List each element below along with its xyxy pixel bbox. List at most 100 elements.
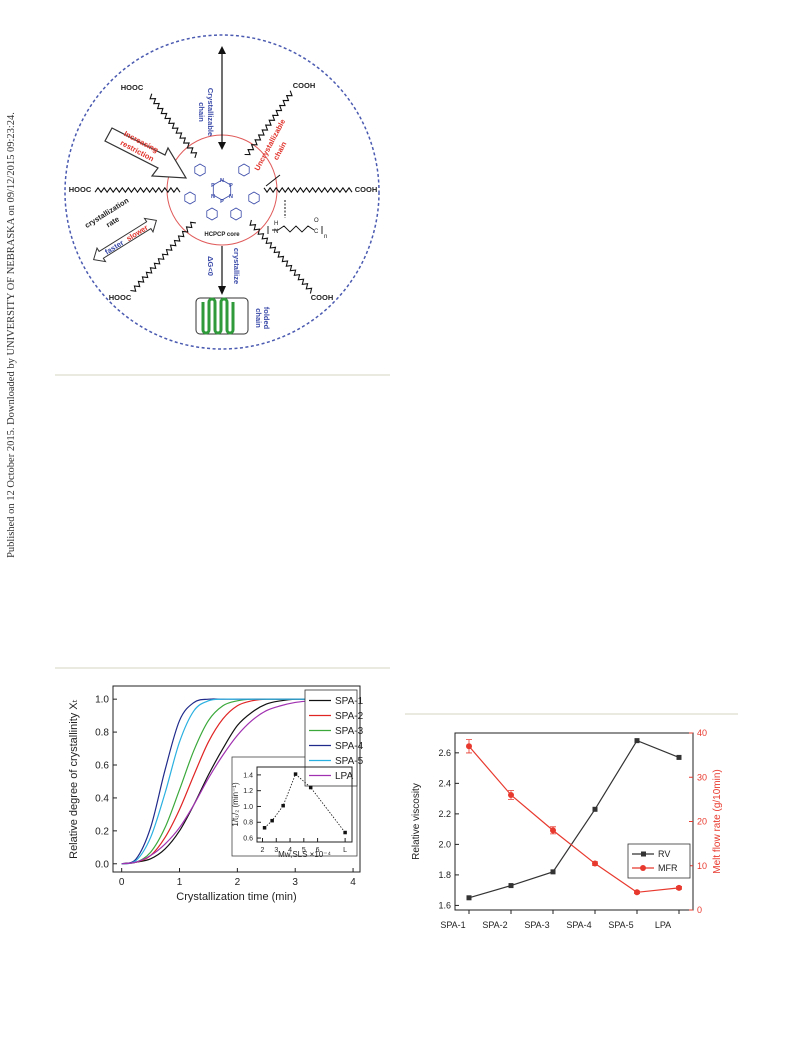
data-point <box>634 889 640 896</box>
data-point <box>508 791 514 798</box>
y-tick-label: 2.0 <box>438 840 451 850</box>
chart: 0 1 2 3 4 0.0 0.2 0.4 0.6 0.8 1.0 Crystallization t… <box>68 685 364 903</box>
x-tick-label: SPA-1 <box>440 920 465 930</box>
data-point <box>281 803 285 808</box>
series-line <box>468 745 680 893</box>
legend-label: SPA-2 <box>335 711 364 722</box>
end-group: COOH <box>355 185 378 194</box>
data-point <box>466 743 472 750</box>
data-point <box>550 827 556 834</box>
atom: N <box>229 194 233 200</box>
y-tick-label: 0.6 <box>95 761 109 772</box>
y2-tick-label: 40 <box>697 728 707 738</box>
end-group: HOOC <box>121 83 144 92</box>
y-tick-label: 1.6 <box>438 901 451 911</box>
x-tick-label: 4 <box>350 877 356 888</box>
y2-tick-label: 10 <box>697 861 707 871</box>
outer-boundary <box>64 34 380 350</box>
double-arrow <box>92 217 158 263</box>
y2-tick-label: 30 <box>697 772 707 782</box>
x-tick-label: LPA <box>655 920 671 930</box>
series-line <box>468 739 680 899</box>
legend-label: SPA-3 <box>335 726 364 737</box>
y2-tick-label: 20 <box>697 817 707 827</box>
legend-label: SPA-5 <box>335 756 364 767</box>
atom: N <box>211 194 215 200</box>
y2-tick-label: 0 <box>697 905 702 915</box>
ring <box>206 207 218 221</box>
folded-chain <box>201 297 235 335</box>
x-tick-label: 5 <box>302 847 306 854</box>
y-axis-label: Relative viscosity <box>411 783 422 860</box>
label: folded <box>262 307 271 330</box>
y-axis-label: 1/t₁/₂ (min⁻¹) <box>231 782 240 827</box>
ring <box>212 179 232 201</box>
label: chain <box>254 308 263 328</box>
chains <box>94 90 353 294</box>
chart: SPA-1 SPA-2 SPA-3 SPA-4 SPA-5 LPA 1.6 1.8 2.0 2.2… <box>411 728 723 930</box>
x-tick-label: 0 <box>119 877 125 888</box>
plot-frame <box>454 732 694 911</box>
legend-label: MFR <box>658 863 678 873</box>
data-point <box>270 818 274 823</box>
y2-axis-label: Melt flow rate (g/10min) <box>712 769 723 873</box>
plot-frame <box>112 685 361 873</box>
y-tick-label: 0.8 <box>95 728 109 739</box>
ring <box>194 163 206 177</box>
atom: P <box>211 183 215 189</box>
end-group: COOH <box>311 293 334 302</box>
chart: 2 3 4 5 6 L 0.6 0.8 1.0 1.2 1.4 Mw,SLS ×10⁻⁴ 1/t₁/₂ … <box>231 766 353 859</box>
data-point <box>592 806 598 812</box>
x-axis-label: Mw,SLS ×10⁻⁴ <box>278 850 331 859</box>
x-tick-label: SPA-3 <box>524 920 549 930</box>
atom: C <box>314 229 319 235</box>
atom: N <box>274 229 278 235</box>
series-line <box>264 773 346 833</box>
end-group: HOOC <box>109 293 132 302</box>
atom: H <box>274 221 278 227</box>
x-tick-label: L <box>343 847 347 854</box>
data-point <box>676 884 682 891</box>
data-point <box>676 754 682 760</box>
data-point <box>634 738 640 744</box>
y-axis-label: Relative degree of crystallinity Xₜ <box>68 699 80 859</box>
end-group: HOOC <box>69 185 92 194</box>
x-tick-label: 3 <box>274 847 278 854</box>
legend-label: SPA-4 <box>335 741 364 752</box>
ring <box>248 191 260 205</box>
ring <box>238 163 250 177</box>
wavy-chain <box>244 90 293 156</box>
label: faster <box>103 238 125 257</box>
hollow-arrow <box>104 127 188 179</box>
wavy-chain <box>94 186 181 194</box>
legend-label: RV <box>658 849 670 859</box>
data-point <box>293 772 298 776</box>
data-point <box>592 860 598 867</box>
core-label: HCPCP core <box>204 232 240 238</box>
x-tick-label: SPA-5 <box>608 920 633 930</box>
y-tick-label: 0.6 <box>243 836 253 843</box>
data-point <box>466 895 472 901</box>
label: ΔG<0 <box>206 256 215 276</box>
data-point <box>262 826 267 830</box>
x-tick-label: 2 <box>235 877 241 888</box>
y-tick-label: 0.8 <box>243 820 253 827</box>
x-tick-label: 2 <box>261 847 265 854</box>
ring <box>230 207 242 221</box>
label: crystallize <box>232 248 241 284</box>
x-tick-label: SPA-2 <box>482 920 507 930</box>
y-tick-label: 0.2 <box>95 826 109 837</box>
atom: n <box>324 234 327 240</box>
data-point <box>343 830 347 835</box>
y-tick-label: 1.0 <box>95 695 109 706</box>
wavy-chain <box>130 221 196 292</box>
y-tick-label: 1.2 <box>243 788 253 795</box>
arrow-head <box>218 286 226 295</box>
legend-marker <box>641 851 646 857</box>
pointer <box>265 174 281 187</box>
y-tick-label: 2.2 <box>438 809 451 819</box>
atom: N <box>220 178 224 184</box>
